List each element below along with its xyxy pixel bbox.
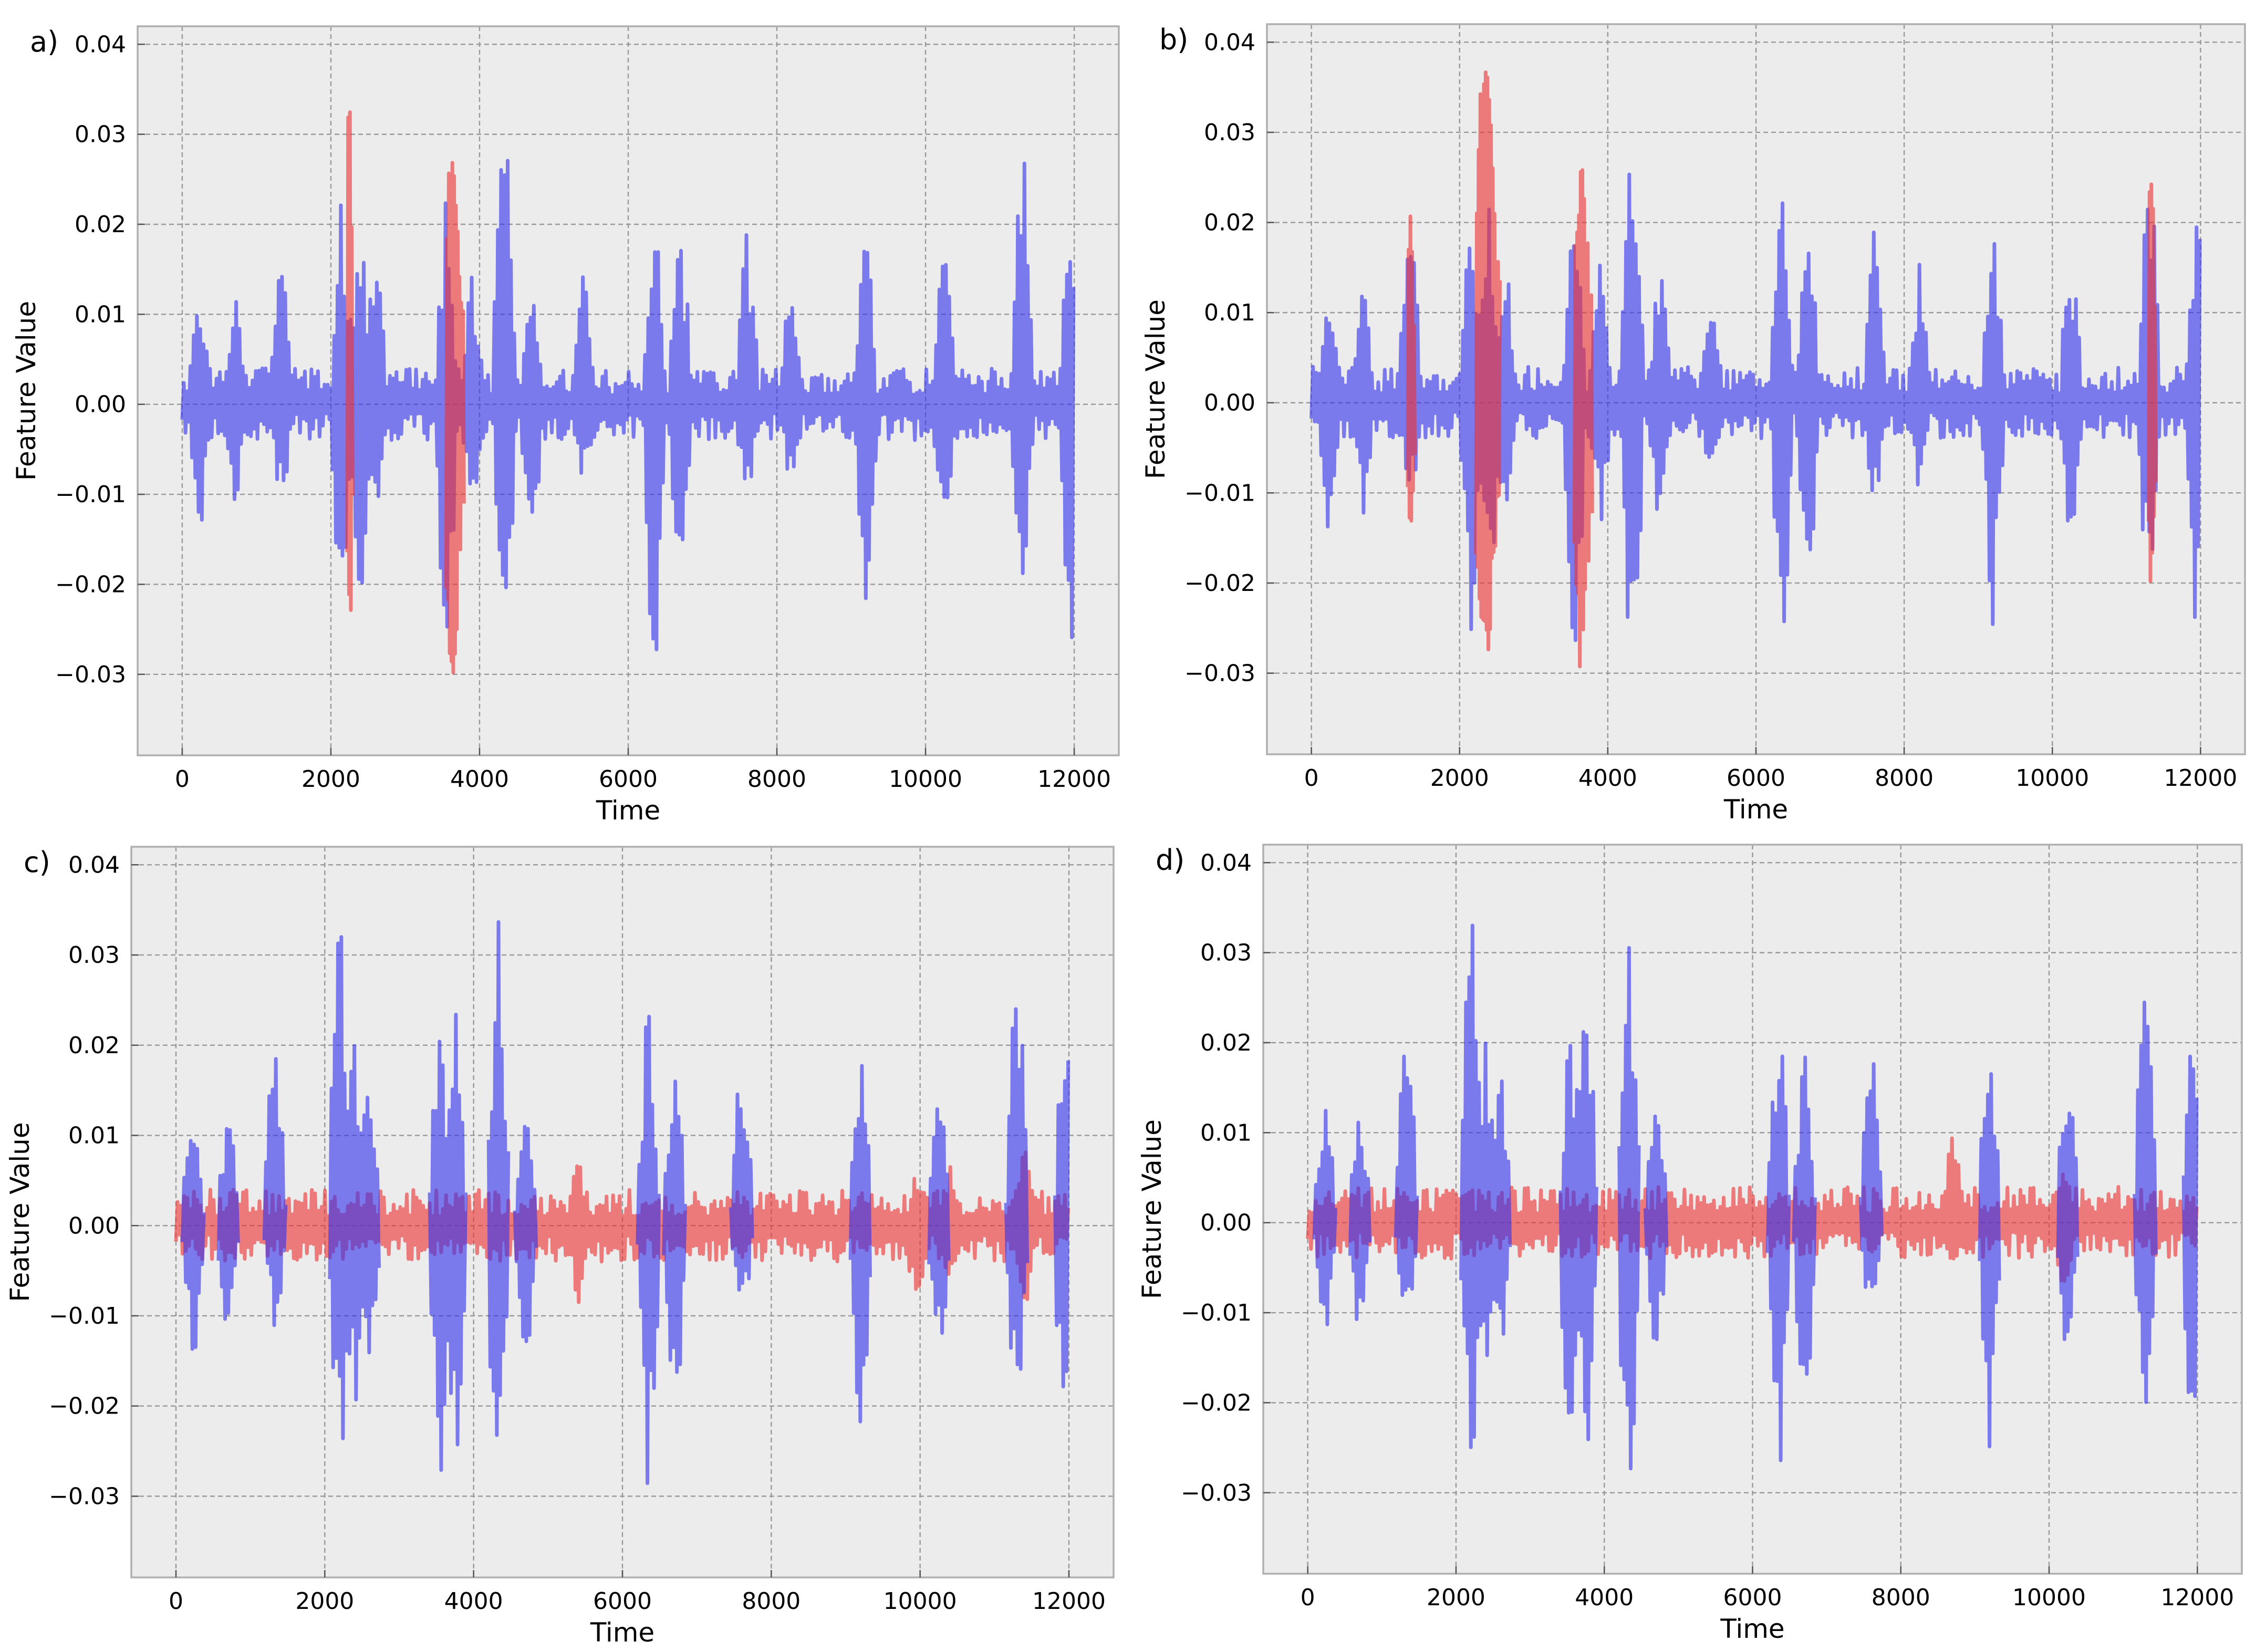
y-axis-label: Feature Value [1137,1119,1167,1299]
y-tick-label: 0.01 [68,1123,120,1149]
x-tick-label: 4000 [1578,765,1637,792]
x-tick-label: 12000 [2160,1584,2234,1611]
y-tick-label: −0.03 [55,661,126,688]
x-axis-label: Time [596,795,660,826]
series-line-anomaly [1306,1136,2199,1283]
series-line-normal [181,920,1070,1485]
x-tick-label: 10000 [2012,1584,2086,1611]
y-tick-label: 0.00 [1204,390,1255,417]
y-tick-label: 0.03 [75,121,126,148]
series-line-normal [1309,172,2202,642]
chart-panel-a: 0 2000 4000 6000 8000 10000 12000 −0.03 −0.02 −0.… [11,25,1120,826]
y-axis-label: Feature Value [11,301,41,481]
panel-label: a) [30,25,58,58]
x-tick-label: 12000 [2164,765,2237,792]
x-tick-label: 2000 [1430,765,1489,792]
chart-panel-b: 0 2000 4000 6000 8000 10000 12000 −0.03 −0.02 −0.… [1140,23,2246,825]
x-tick-label: 6000 [1723,1584,1782,1611]
x-axis-label: Time [1723,794,1788,825]
x-tick-label: 12000 [1032,1588,1106,1615]
y-tick-label: −0.02 [55,571,126,598]
y-tick-label: −0.01 [49,1303,120,1329]
y-tick-label: 0.02 [1200,1030,1252,1056]
panel-label: b) [1159,23,1188,56]
y-tick-label: −0.03 [49,1483,120,1510]
y-tick-label: −0.03 [1184,660,1255,687]
y-tick-label: 0.03 [1200,940,1252,967]
x-tick-label: 6000 [599,766,658,793]
y-tick-label: 0.02 [75,211,126,238]
series-line-normal [180,159,1076,651]
x-tick-label: 4000 [1575,1584,1634,1611]
y-tick-label: 0.04 [1200,849,1252,876]
y-tick-label: −0.02 [1184,570,1255,597]
x-tick-label: 4000 [450,766,509,793]
x-tick-label: 2000 [1427,1584,1485,1611]
x-tick-label: 10000 [2015,765,2089,792]
x-tick-label: 8000 [1875,765,1934,792]
y-tick-label: 0.00 [1200,1210,1252,1237]
x-tick-label: 0 [175,766,190,793]
y-tick-label: −0.01 [1181,1300,1252,1326]
y-tick-label: 0.00 [75,391,126,418]
y-tick-label: 0.01 [1204,299,1255,326]
chart-panel-d: 0 2000 4000 6000 8000 10000 12000 −0.03 −0.02 −0.… [1137,844,2243,1644]
series-line-anomaly [1406,70,2158,669]
y-tick-label: −0.01 [55,481,126,508]
x-tick-label: 8000 [1872,1584,1930,1611]
chart-panel-c: 0 2000 4000 6000 8000 10000 12000 −0.03 −0.02 −0.… [5,846,1115,1648]
x-tick-label: 12000 [1037,766,1111,793]
x-tick-label: 8000 [747,766,806,793]
y-axis-label: Feature Value [1140,299,1171,479]
y-tick-label: 0.02 [1204,210,1255,236]
series-line-anomaly [174,1150,1070,1304]
y-tick-label: −0.03 [1181,1480,1252,1506]
x-tick-label: 6000 [593,1588,652,1615]
series-line-normal [1312,923,2199,1471]
series-line-anomaly [345,110,466,674]
x-tick-label: 4000 [444,1588,503,1615]
y-tick-label: −0.02 [49,1393,120,1420]
y-tick-label: 0.03 [1204,119,1255,146]
y-tick-label: 0.04 [1204,29,1255,56]
y-tick-label: −0.02 [1181,1389,1252,1416]
y-tick-label: 0.04 [75,31,126,58]
panel-label: d) [1156,844,1184,877]
x-tick-label: 2000 [302,766,360,793]
x-tick-label: 10000 [889,766,962,793]
x-tick-label: 6000 [1727,765,1785,792]
x-tick-label: 0 [1301,1584,1315,1611]
x-tick-label: 0 [169,1588,183,1615]
panel-label: c) [24,846,50,879]
x-tick-label: 8000 [742,1588,801,1615]
x-tick-label: 10000 [883,1588,957,1615]
x-axis-label: Time [1720,1614,1784,1644]
y-tick-label: −0.01 [1184,480,1255,506]
y-tick-label: 0.02 [68,1032,120,1059]
y-tick-label: 0.03 [68,942,120,969]
y-tick-label: 0.04 [68,851,120,878]
y-axis-label: Feature Value [5,1122,35,1302]
y-tick-label: 0.00 [68,1212,120,1239]
x-tick-label: 0 [1304,765,1319,792]
y-tick-label: 0.01 [1200,1119,1252,1146]
x-axis-label: Time [590,1617,654,1648]
x-tick-label: 2000 [295,1588,354,1615]
y-tick-label: 0.01 [75,301,126,328]
